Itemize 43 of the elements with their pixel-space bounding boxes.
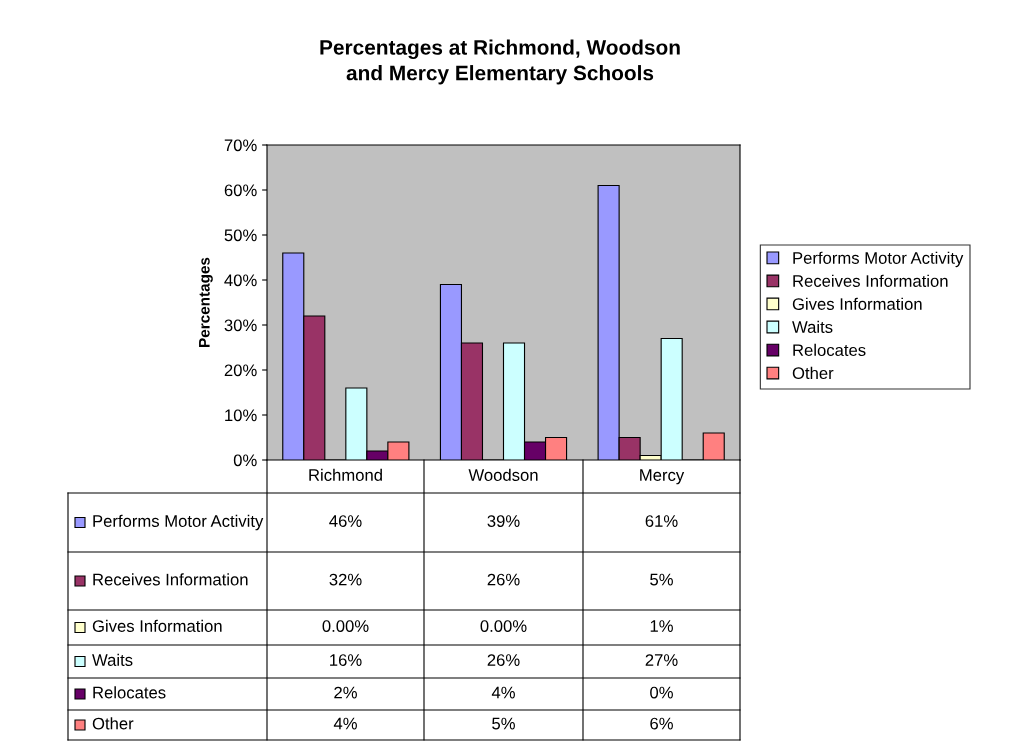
legend-label: Performs Motor Activity (93, 514, 264, 531)
legend-label: Other (792, 366, 834, 380)
data-label: 0.00% (322, 620, 369, 632)
y-tick-label: 20% (224, 364, 257, 377)
text: Receives Information (793, 274, 948, 287)
y-tick-label: 50% (224, 229, 257, 242)
data-label: 2% (334, 686, 357, 699)
x-tick-label: Richmond (309, 468, 382, 481)
y-tick-label: 70% (224, 139, 257, 152)
y-axis-title: Percentages (199, 257, 213, 347)
text: Other (92, 717, 134, 730)
data-label: 46% (329, 515, 362, 527)
data-label: 61% (645, 515, 678, 527)
legend-label: Receives Information (93, 573, 248, 586)
text: Relocates (93, 686, 166, 699)
data-label: 6% (650, 717, 673, 730)
data-label: 26% (487, 654, 520, 666)
data-label: 0% (650, 686, 673, 699)
legend-label: Gives Information (792, 297, 922, 310)
y-tick-label: 0% (233, 454, 257, 467)
data-label: 39% (487, 515, 520, 527)
x-tick-label: Woodson (468, 468, 538, 481)
data-label: 4% (333, 717, 357, 730)
y-tick-label: 30% (224, 319, 257, 332)
y-tick-label: 60% (224, 184, 257, 197)
data-label: 4% (491, 686, 515, 699)
data-label: 16% (330, 654, 362, 666)
y-tick-label: 10% (225, 409, 257, 422)
text: Performs Motor Activity (793, 251, 964, 268)
data-label: 0.00% (480, 620, 527, 632)
text: Waits (92, 653, 133, 666)
legend-label: Relocates (793, 343, 866, 357)
data-label: 5% (650, 573, 673, 586)
legend-label: Waits (792, 320, 833, 333)
data-label: 1% (650, 620, 673, 632)
data-label: 32% (329, 573, 362, 586)
data-label: 5% (492, 717, 515, 730)
data-label: 27% (645, 654, 678, 666)
text: Gives Information (92, 619, 222, 632)
data-label: 26% (487, 573, 520, 586)
chart-title: Percentages at Richmond, Woodson and Mercy Elementary Schools (320, 39, 680, 85)
y-tick-label: 40% (224, 274, 257, 287)
x-tick-label: Mercy (640, 469, 685, 485)
